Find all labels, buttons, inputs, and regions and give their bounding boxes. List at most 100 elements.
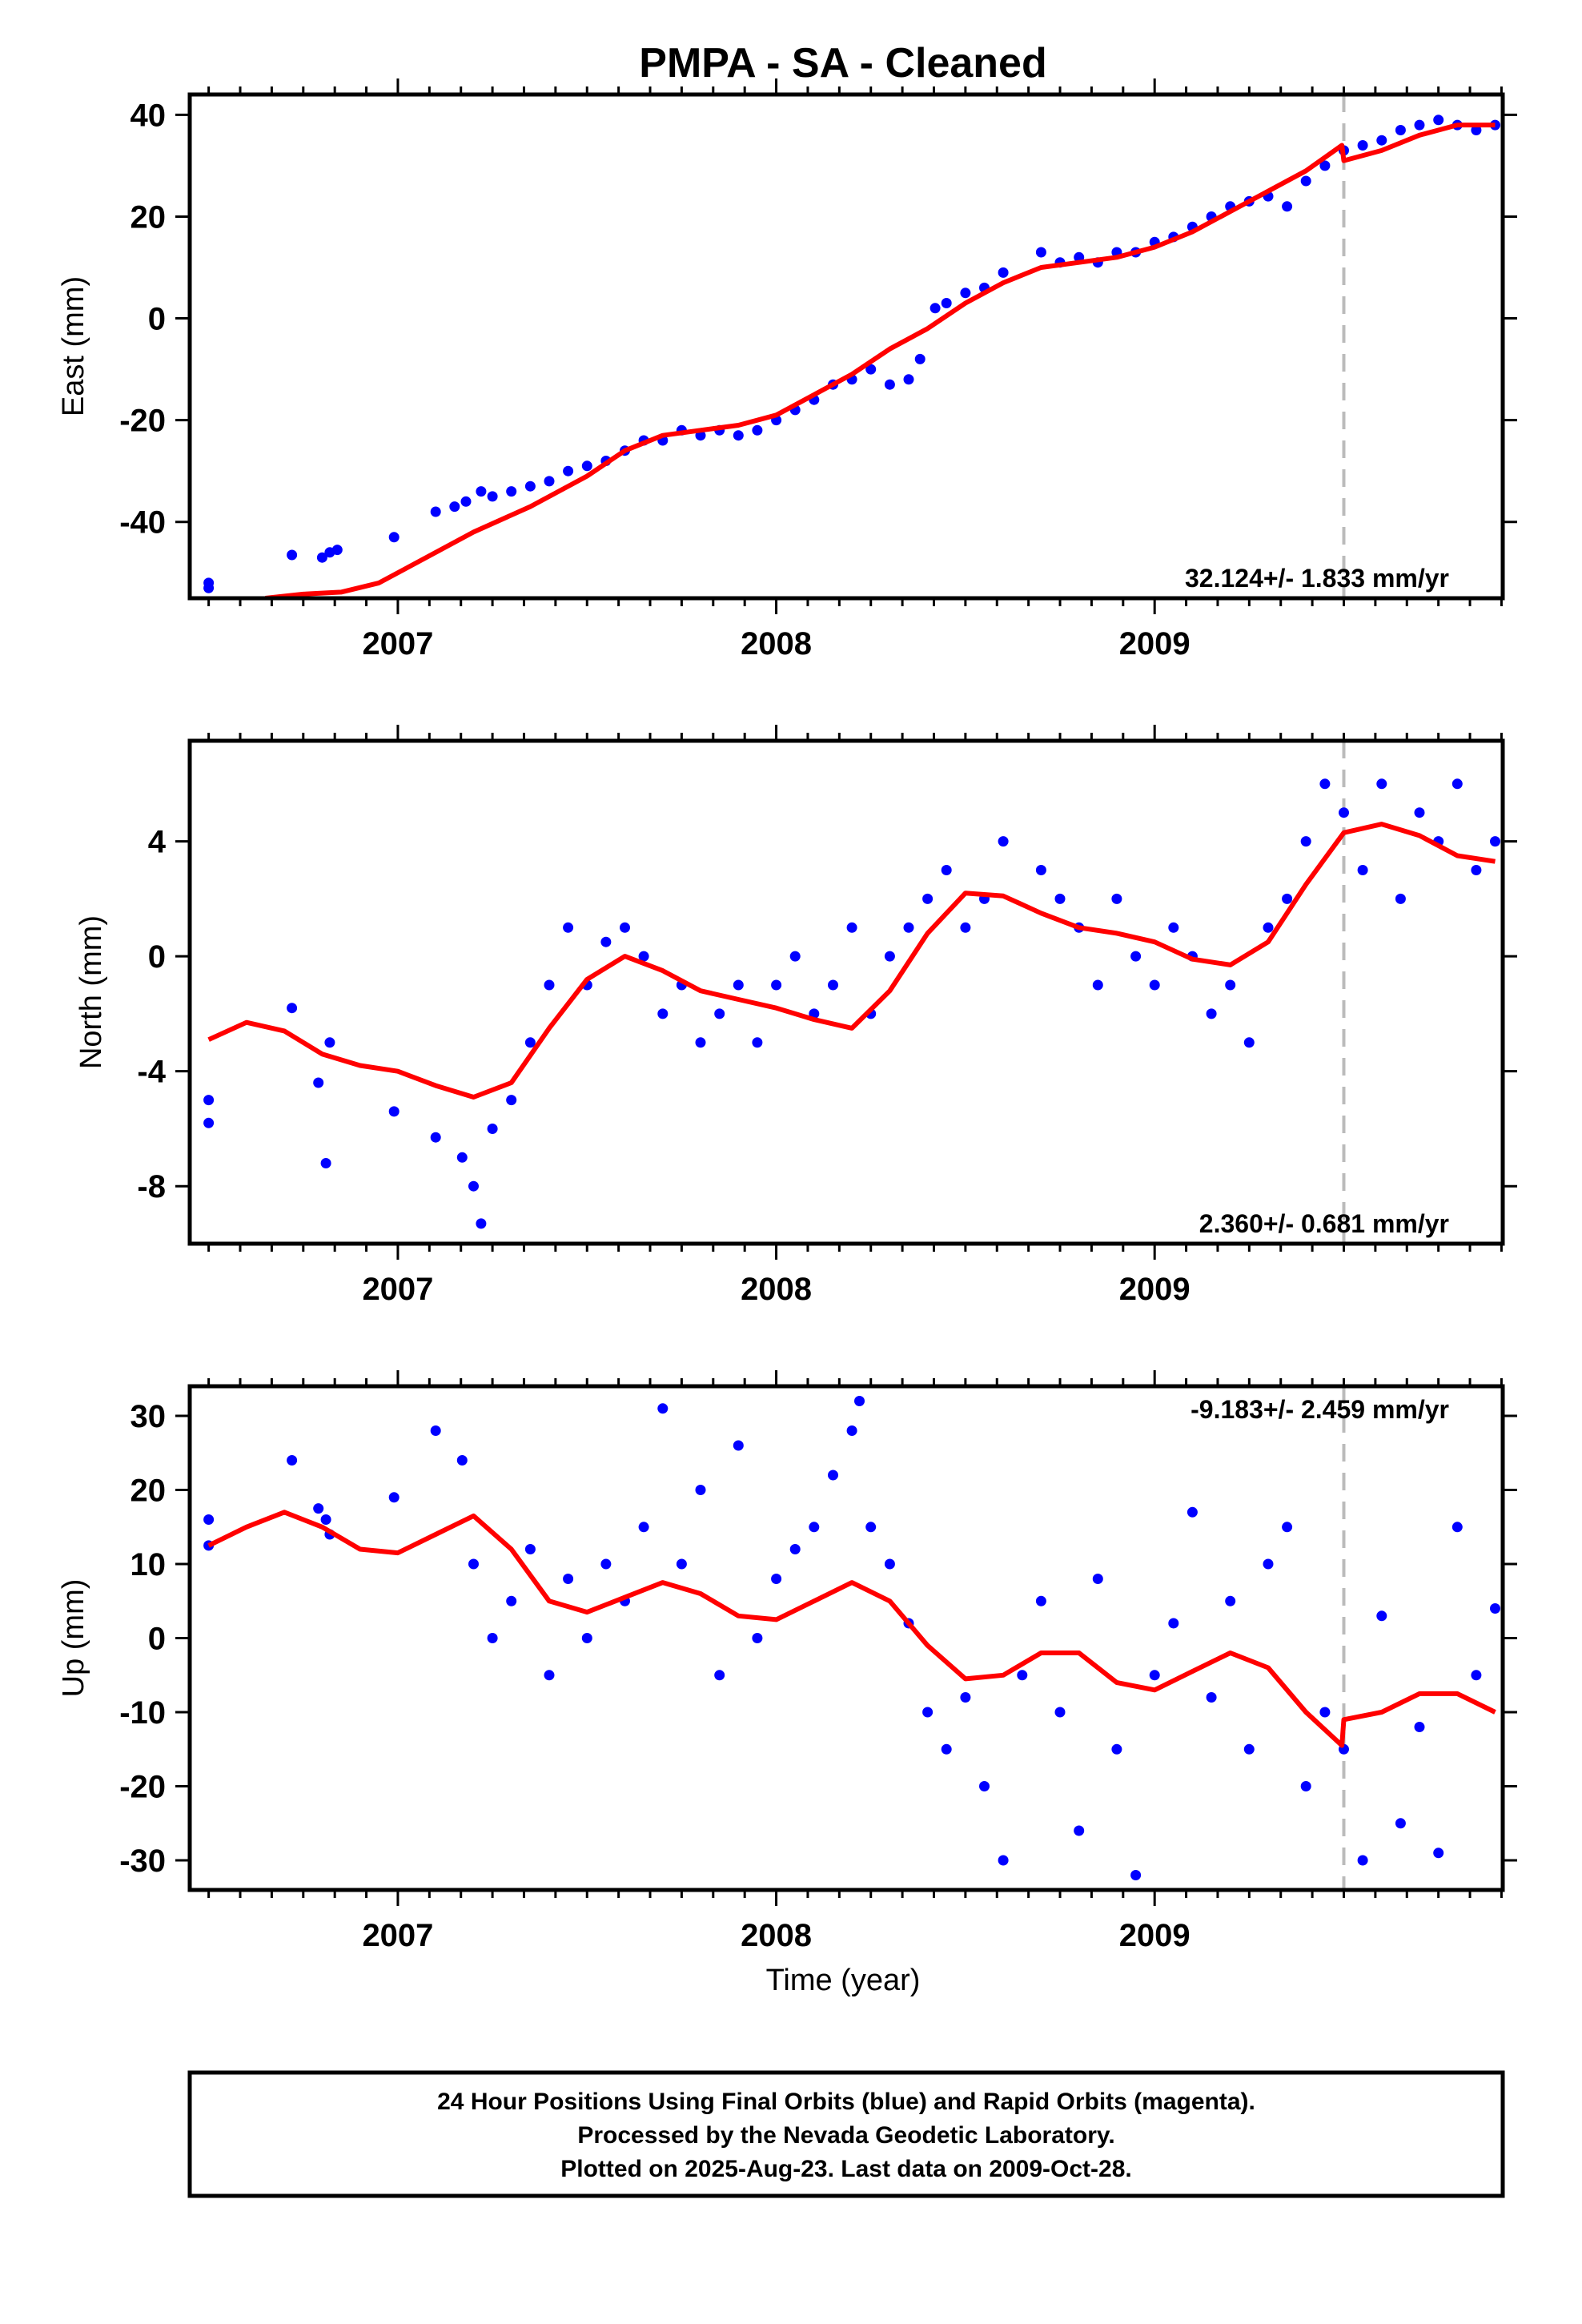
north-point bbox=[324, 1037, 335, 1048]
east-point bbox=[476, 486, 487, 497]
north-point bbox=[1471, 865, 1482, 875]
north-point bbox=[600, 936, 612, 947]
up-point bbox=[884, 1558, 895, 1570]
north-y-axis-label: North (mm) bbox=[74, 915, 108, 1069]
east-point bbox=[1357, 140, 1368, 151]
north-point bbox=[941, 865, 952, 875]
up-point bbox=[430, 1425, 441, 1436]
north-point bbox=[846, 922, 857, 933]
up-point bbox=[1225, 1595, 1236, 1606]
north-point bbox=[456, 1152, 468, 1163]
north-point bbox=[506, 1095, 517, 1106]
north-point bbox=[714, 1008, 725, 1019]
north-frame bbox=[187, 738, 1505, 1246]
footer-box: 24 Hour Positions Using Final Orbits (bl… bbox=[187, 2070, 1505, 2198]
east-point bbox=[998, 267, 1009, 278]
east-point bbox=[331, 545, 343, 556]
up-point bbox=[854, 1396, 865, 1406]
east-point bbox=[581, 460, 592, 472]
east-data bbox=[203, 115, 1500, 598]
footer-frame bbox=[187, 2070, 1505, 2198]
up-point bbox=[1414, 1722, 1425, 1732]
up-ytick-label: -10 bbox=[119, 1695, 166, 1731]
north-xtick-label: 2009 bbox=[1119, 1272, 1191, 1307]
up-ytick-label: 0 bbox=[148, 1622, 166, 1657]
up-data bbox=[203, 1396, 1500, 1880]
north-fit-curve bbox=[207, 822, 1496, 1100]
east-point bbox=[1300, 175, 1311, 187]
up-point bbox=[1433, 1848, 1444, 1859]
up-point bbox=[1395, 1818, 1406, 1829]
up-point bbox=[544, 1670, 555, 1681]
north-point bbox=[1168, 922, 1179, 933]
north-point bbox=[733, 979, 744, 991]
east-point bbox=[903, 374, 914, 385]
north-point bbox=[487, 1124, 498, 1134]
up-point bbox=[714, 1670, 725, 1681]
north-point bbox=[1130, 951, 1142, 962]
north-point bbox=[1225, 979, 1236, 991]
up-point bbox=[1149, 1670, 1160, 1681]
east-point bbox=[1395, 125, 1406, 135]
north-point bbox=[524, 1037, 536, 1048]
east-point bbox=[524, 480, 536, 492]
up-point bbox=[1130, 1870, 1142, 1880]
east-point bbox=[487, 491, 498, 502]
north-point bbox=[1206, 1008, 1217, 1019]
north-point bbox=[1319, 778, 1331, 790]
up-ytick-label: -30 bbox=[119, 1844, 166, 1879]
up-point bbox=[1471, 1670, 1482, 1681]
up-point bbox=[600, 1558, 612, 1570]
up-point bbox=[752, 1633, 763, 1643]
north-ytick-label: 0 bbox=[148, 939, 166, 975]
up-xtick-label: 2007 bbox=[362, 1918, 433, 1953]
north-point bbox=[884, 951, 895, 962]
up-point bbox=[1017, 1670, 1028, 1681]
up-point bbox=[638, 1522, 649, 1533]
up-point bbox=[1092, 1574, 1103, 1584]
east-point bbox=[941, 298, 952, 308]
north-point bbox=[695, 1037, 706, 1048]
east-ytick-label: 40 bbox=[130, 98, 167, 133]
x-axis-label: Time (year) bbox=[766, 1964, 921, 1997]
north-rate-label: 2.360+/- 0.681 mm/yr bbox=[1199, 1209, 1449, 1238]
up-ytick-label: 20 bbox=[130, 1474, 167, 1509]
north-xtick-label: 2008 bbox=[741, 1272, 812, 1307]
north-ytick-label: -8 bbox=[137, 1169, 166, 1204]
north-point bbox=[1243, 1037, 1255, 1048]
north-data bbox=[203, 778, 1500, 1229]
east-point bbox=[733, 430, 744, 441]
east-ytick-label: 0 bbox=[148, 302, 166, 337]
east-rate-label: 32.124+/- 1.833 mm/yr bbox=[1185, 564, 1449, 593]
up-point bbox=[1376, 1610, 1387, 1622]
up-point bbox=[1035, 1595, 1046, 1606]
north-point bbox=[203, 1117, 215, 1128]
east-point bbox=[930, 303, 941, 314]
east-panel: -40 -20 0 20 40 2007 2008 2009 East (mm) 32.124+/… bbox=[57, 78, 1517, 661]
north-panel: -8 -4 0 4 2007 2008 2009 North (mm) 2.360+/- 0.6… bbox=[74, 725, 1517, 1307]
up-point bbox=[1186, 1506, 1198, 1518]
up-point bbox=[998, 1855, 1009, 1866]
up-point bbox=[941, 1743, 952, 1755]
north-point bbox=[287, 1003, 298, 1014]
north-point bbox=[1035, 865, 1046, 875]
up-point bbox=[1054, 1707, 1066, 1718]
east-point bbox=[1414, 119, 1425, 131]
up-frame bbox=[187, 1384, 1505, 1892]
east-point bbox=[1319, 160, 1331, 171]
north-point bbox=[998, 836, 1009, 847]
east-point bbox=[563, 465, 574, 476]
up-point bbox=[1206, 1692, 1217, 1703]
up-point bbox=[771, 1574, 782, 1584]
up-point bbox=[320, 1514, 331, 1525]
east-y-axis-label: East (mm) bbox=[57, 276, 90, 416]
up-point bbox=[846, 1425, 857, 1436]
north-point bbox=[1395, 893, 1406, 904]
footer-line-3: Plotted on 2025-Aug-23. Last data on 200… bbox=[560, 2156, 1132, 2182]
up-point bbox=[789, 1544, 801, 1554]
north-point bbox=[657, 1008, 669, 1019]
north-point bbox=[313, 1077, 324, 1088]
up-point bbox=[657, 1403, 669, 1414]
east-point bbox=[388, 532, 400, 543]
east-point bbox=[914, 353, 926, 364]
